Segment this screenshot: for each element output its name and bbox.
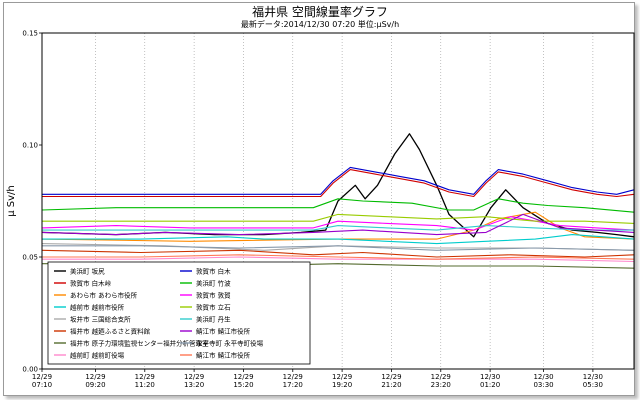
legend-entry: 美浜町 坂尻 bbox=[70, 266, 105, 275]
series-line-14 bbox=[41, 213, 635, 236]
x-tick-label-time: 05:30 bbox=[583, 381, 603, 389]
legend-box bbox=[47, 261, 311, 365]
x-tick-label-time: 01:20 bbox=[480, 381, 500, 389]
axis-layer: 12/2907:1012/2909:2012/2911:2012/2913:20… bbox=[22, 30, 603, 390]
legend-entry: 敦賀市 敦賀 bbox=[196, 290, 231, 299]
series-line-10 bbox=[41, 198, 635, 213]
x-tick-label-date: 12/29 bbox=[184, 373, 204, 381]
x-tick-label-date: 12/29 bbox=[85, 373, 105, 381]
series-line-15 bbox=[42, 245, 635, 251]
series-line-16 bbox=[42, 254, 635, 260]
x-tick-label-time: 13:20 bbox=[184, 381, 204, 389]
x-tick-label-time: 11:20 bbox=[135, 381, 155, 389]
x-tick-label-date: 12/29 bbox=[233, 373, 253, 381]
x-tick-label-time: 15:20 bbox=[233, 381, 253, 389]
y-axis-label: μ Sv/h bbox=[6, 185, 17, 217]
chart-title: 福井県 空間線量率グラフ bbox=[252, 5, 388, 19]
x-tick-label-date: 12/30 bbox=[480, 373, 500, 381]
legend-entry: 越前町 越前町役場 bbox=[70, 350, 125, 359]
series-line-6 bbox=[41, 249, 635, 258]
legend-entry: 鯖江市 鯖江市役所 bbox=[196, 350, 251, 359]
x-tick-label-time: 23:20 bbox=[431, 381, 451, 389]
series-line-2 bbox=[42, 169, 635, 198]
legend-entry: 福井市 越廼ふるさと資料館 bbox=[70, 326, 151, 335]
legend-entry: 美浜町 丹生 bbox=[196, 314, 231, 323]
series-layer bbox=[41, 133, 635, 269]
series-line-12 bbox=[42, 213, 635, 224]
chart-subtitle: 最新データ:2014/12/30 07:20 単位:μSv/h bbox=[240, 20, 400, 29]
legend-entry: あわら市 あわら市役所 bbox=[70, 290, 138, 299]
x-tick-label-time: 17:20 bbox=[283, 381, 303, 389]
x-tick-label-time: 19:20 bbox=[332, 381, 352, 389]
x-tick-label-time: 21:20 bbox=[381, 381, 401, 389]
x-tick-label-date: 12/29 bbox=[431, 373, 451, 381]
series-line-5 bbox=[41, 243, 635, 251]
plot-frame bbox=[41, 32, 635, 370]
legend-entry: 敦賀市 白木峠 bbox=[70, 278, 112, 287]
series-line-11 bbox=[41, 216, 635, 231]
series-line-13 bbox=[42, 225, 634, 231]
legend-entry: 坂井市 三国総合支所 bbox=[70, 314, 131, 323]
legend-entry: 永平寺町 永平寺町役場 bbox=[196, 338, 264, 347]
x-tick-label-date: 12/29 bbox=[135, 373, 155, 381]
series-line-3 bbox=[41, 211, 635, 242]
y-tick-label: 0.00 bbox=[22, 366, 38, 374]
legend-entry: 福井市 原子力環境監視センター福井分析管理室 bbox=[70, 338, 209, 347]
x-tick-label-date: 12/29 bbox=[283, 373, 303, 381]
series-line-8 bbox=[42, 256, 635, 263]
legend-entry: 美浜町 竹波 bbox=[196, 278, 231, 287]
y-tick-label: 0.05 bbox=[22, 254, 38, 262]
series-line-4 bbox=[42, 234, 635, 245]
y-tick-label: 0.10 bbox=[22, 142, 38, 150]
x-tick-label-date: 12/30 bbox=[533, 373, 553, 381]
x-tick-label-time: 03:30 bbox=[533, 381, 553, 389]
legend-entry: 敦賀市 立石 bbox=[196, 302, 231, 311]
x-tick-label-date: 12/29 bbox=[381, 373, 401, 381]
legend-entry: 鯖江市 鯖江市役所 bbox=[196, 326, 251, 335]
legend-entry: 敦賀市 白木 bbox=[196, 266, 231, 275]
x-tick-label-date: 12/30 bbox=[583, 373, 603, 381]
legend-entry: 越前市 越前市役所 bbox=[70, 302, 125, 311]
series-line-9 bbox=[42, 166, 635, 195]
x-tick-label-time: 09:20 bbox=[85, 381, 105, 389]
x-tick-label-date: 12/29 bbox=[32, 373, 52, 381]
x-tick-label-time: 07:10 bbox=[32, 381, 52, 389]
x-tick-label-date: 12/29 bbox=[332, 373, 352, 381]
y-tick-label: 0.15 bbox=[22, 30, 38, 38]
